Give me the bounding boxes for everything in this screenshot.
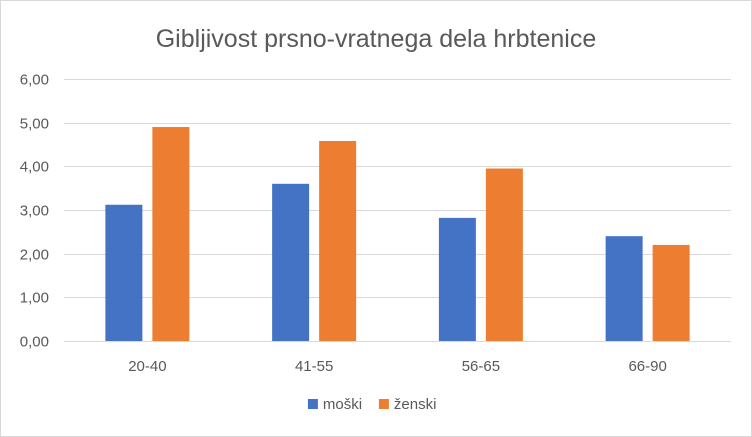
bar-series-2-66-90: [652, 244, 690, 341]
bars: [105, 127, 690, 342]
legend-swatch: [378, 399, 389, 409]
x-tick-label: 41-55: [295, 358, 333, 375]
bar-series-2-20-40: [152, 127, 190, 342]
legend: moški ženski: [307, 396, 437, 413]
bar-series-1-66-90: [605, 236, 643, 341]
bar-series-1-41-55: [272, 183, 310, 341]
y-tick-label: 4,00: [20, 159, 49, 176]
legend-swatch: [307, 399, 318, 409]
y-tick-label: 1,00: [20, 290, 49, 307]
bar-series-1-20-40: [105, 204, 143, 341]
y-tick-label: 6,00: [20, 72, 49, 89]
legend-label: ženski: [394, 396, 437, 413]
bar-series-2-56-65: [485, 168, 523, 341]
x-axis-tick-labels: 20-40 41-55 56-65 66-90: [128, 358, 667, 375]
x-tick-label: 20-40: [128, 358, 166, 375]
y-tick-label: 0,00: [20, 334, 49, 351]
chart-title: Gibljivost prsno-vratnega dela hrbtenice: [156, 25, 597, 53]
legend-label: moški: [323, 396, 362, 413]
y-tick-label: 3,00: [20, 203, 49, 220]
bar-series-1-56-65: [438, 217, 476, 341]
bar-series-2-41-55: [319, 141, 357, 341]
y-tick-label: 2,00: [20, 247, 49, 264]
x-tick-label: 66-90: [628, 358, 666, 375]
x-tick-label: 56-65: [462, 358, 500, 375]
y-axis-tick-labels: 0,00 1,00 2,00 3,00 4,00 5,00 6,00: [20, 72, 49, 351]
y-tick-label: 5,00: [20, 116, 49, 133]
